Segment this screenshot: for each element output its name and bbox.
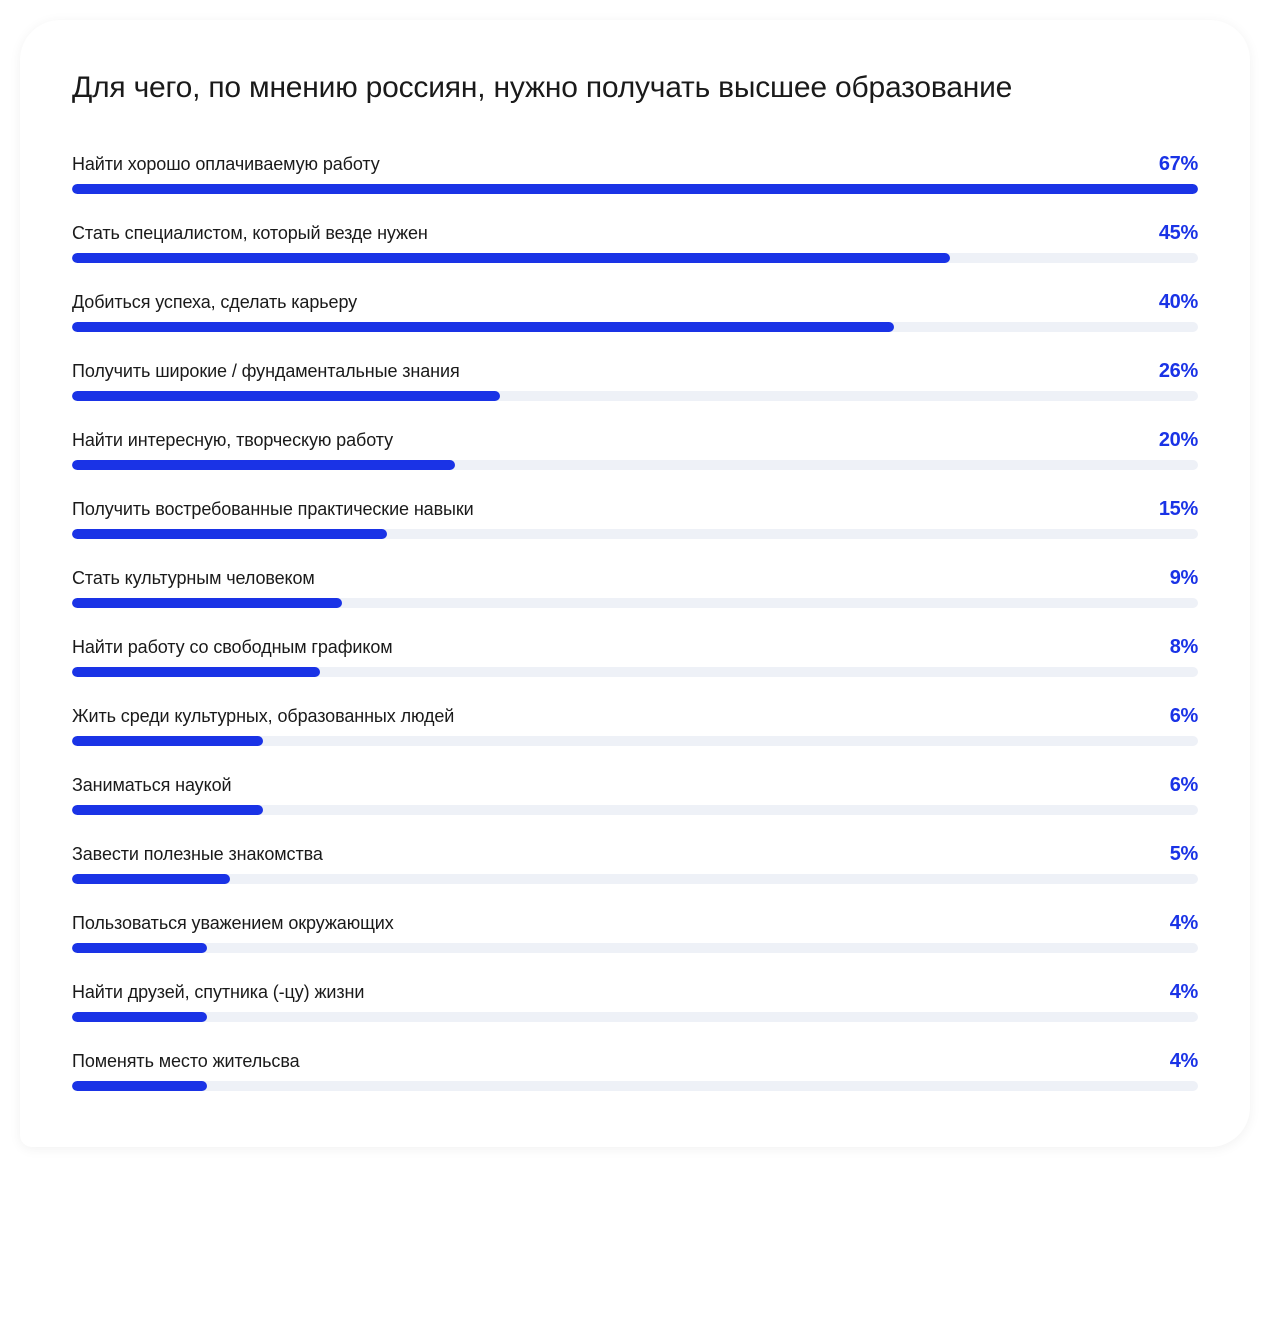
bar-track: [72, 943, 1198, 953]
bar-row-header: Поменять место жительсва 4%: [72, 1050, 1198, 1073]
bar-track: [72, 184, 1198, 194]
bar-row: Поменять место жительсва 4%: [72, 1050, 1198, 1091]
bar-value: 67%: [1159, 153, 1198, 176]
bar-value: 4%: [1170, 912, 1198, 935]
bar-value: 4%: [1170, 981, 1198, 1004]
bar-value: 15%: [1159, 498, 1198, 521]
bar-row: Стать культурным человеком 9%: [72, 567, 1198, 608]
bar-track: [72, 391, 1198, 401]
bar-label: Завести полезные знакомства: [72, 844, 323, 865]
bar-fill: [72, 805, 263, 815]
bar-label: Найти друзей, спутника (-цу) жизни: [72, 982, 364, 1003]
bar-label: Найти работу со свободным графиком: [72, 637, 393, 658]
bar-fill: [72, 1012, 207, 1022]
bar-row-header: Стать специалистом, который везде нужен 4…: [72, 222, 1198, 245]
bar-fill: [72, 184, 1198, 194]
bar-row: Пользоваться уважением окружающих 4%: [72, 912, 1198, 953]
bar-row: Получить востребованные практические нав…: [72, 498, 1198, 539]
bar-label: Найти хорошо оплачиваемую работу: [72, 154, 380, 175]
bar-label: Пользоваться уважением окружающих: [72, 913, 394, 934]
bar-fill: [72, 667, 320, 677]
bar-track: [72, 460, 1198, 470]
bar-label: Стать культурным человеком: [72, 568, 315, 589]
bar-row-header: Получить широкие / фундаментальные знани…: [72, 360, 1198, 383]
bar-label: Стать специалистом, который везде нужен: [72, 223, 428, 244]
bar-label: Найти интересную, творческую работу: [72, 430, 393, 451]
bar-label: Заниматься наукой: [72, 775, 231, 796]
bars-container: Найти хорошо оплачиваемую работу 67% Стать…: [72, 153, 1198, 1091]
bar-fill: [72, 1081, 207, 1091]
bar-row: Завести полезные знакомства 5%: [72, 843, 1198, 884]
bar-row: Получить широкие / фундаментальные знани…: [72, 360, 1198, 401]
bar-label: Получить востребованные практические нав…: [72, 499, 474, 520]
bar-fill: [72, 736, 263, 746]
bar-value: 5%: [1170, 843, 1198, 866]
bar-row-header: Заниматься наукой 6%: [72, 774, 1198, 797]
bar-row: Заниматься наукой 6%: [72, 774, 1198, 815]
bar-row-header: Найти работу со свободным графиком 8%: [72, 636, 1198, 659]
bar-value: 45%: [1159, 222, 1198, 245]
bar-row: Стать специалистом, который везде нужен 4…: [72, 222, 1198, 263]
bar-fill: [72, 598, 342, 608]
survey-card: Для чего, по мнению россиян, нужно получ…: [20, 20, 1250, 1147]
bar-track: [72, 736, 1198, 746]
bar-value: 20%: [1159, 429, 1198, 452]
bar-label: Жить среди культурных, образованных люде…: [72, 706, 454, 727]
bar-track: [72, 874, 1198, 884]
bar-fill: [72, 874, 230, 884]
bar-label: Получить широкие / фундаментальные знани…: [72, 361, 460, 382]
bar-track: [72, 598, 1198, 608]
bar-value: 8%: [1170, 636, 1198, 659]
bar-row-header: Пользоваться уважением окружающих 4%: [72, 912, 1198, 935]
bar-track: [72, 667, 1198, 677]
bar-track: [72, 805, 1198, 815]
bar-row: Жить среди культурных, образованных люде…: [72, 705, 1198, 746]
bar-label: Добиться успеха, сделать карьеру: [72, 292, 357, 313]
bar-row: Найти интересную, творческую работу 20%: [72, 429, 1198, 470]
bar-track: [72, 1081, 1198, 1091]
bar-label: Поменять место жительсва: [72, 1051, 300, 1072]
bar-fill: [72, 322, 894, 332]
bar-track: [72, 253, 1198, 263]
bar-row-header: Найти интересную, творческую работу 20%: [72, 429, 1198, 452]
bar-track: [72, 529, 1198, 539]
bar-value: 6%: [1170, 774, 1198, 797]
bar-fill: [72, 253, 950, 263]
bar-track: [72, 322, 1198, 332]
bar-value: 40%: [1159, 291, 1198, 314]
bar-fill: [72, 529, 387, 539]
bar-row: Добиться успеха, сделать карьеру 40%: [72, 291, 1198, 332]
bar-row-header: Стать культурным человеком 9%: [72, 567, 1198, 590]
bar-row: Найти работу со свободным графиком 8%: [72, 636, 1198, 677]
bar-value: 4%: [1170, 1050, 1198, 1073]
bar-row-header: Жить среди культурных, образованных люде…: [72, 705, 1198, 728]
bar-row-header: Получить востребованные практические нав…: [72, 498, 1198, 521]
bar-fill: [72, 391, 500, 401]
bar-track: [72, 1012, 1198, 1022]
bar-row: Найти хорошо оплачиваемую работу 67%: [72, 153, 1198, 194]
bar-fill: [72, 460, 455, 470]
bar-row-header: Добиться успеха, сделать карьеру 40%: [72, 291, 1198, 314]
bar-value: 6%: [1170, 705, 1198, 728]
bar-row-header: Найти друзей, спутника (-цу) жизни 4%: [72, 981, 1198, 1004]
bar-row: Найти друзей, спутника (-цу) жизни 4%: [72, 981, 1198, 1022]
bar-value: 26%: [1159, 360, 1198, 383]
bar-row-header: Завести полезные знакомства 5%: [72, 843, 1198, 866]
card-title: Для чего, по мнению россиян, нужно получ…: [72, 68, 1198, 109]
bar-fill: [72, 943, 207, 953]
bar-row-header: Найти хорошо оплачиваемую работу 67%: [72, 153, 1198, 176]
bar-value: 9%: [1170, 567, 1198, 590]
